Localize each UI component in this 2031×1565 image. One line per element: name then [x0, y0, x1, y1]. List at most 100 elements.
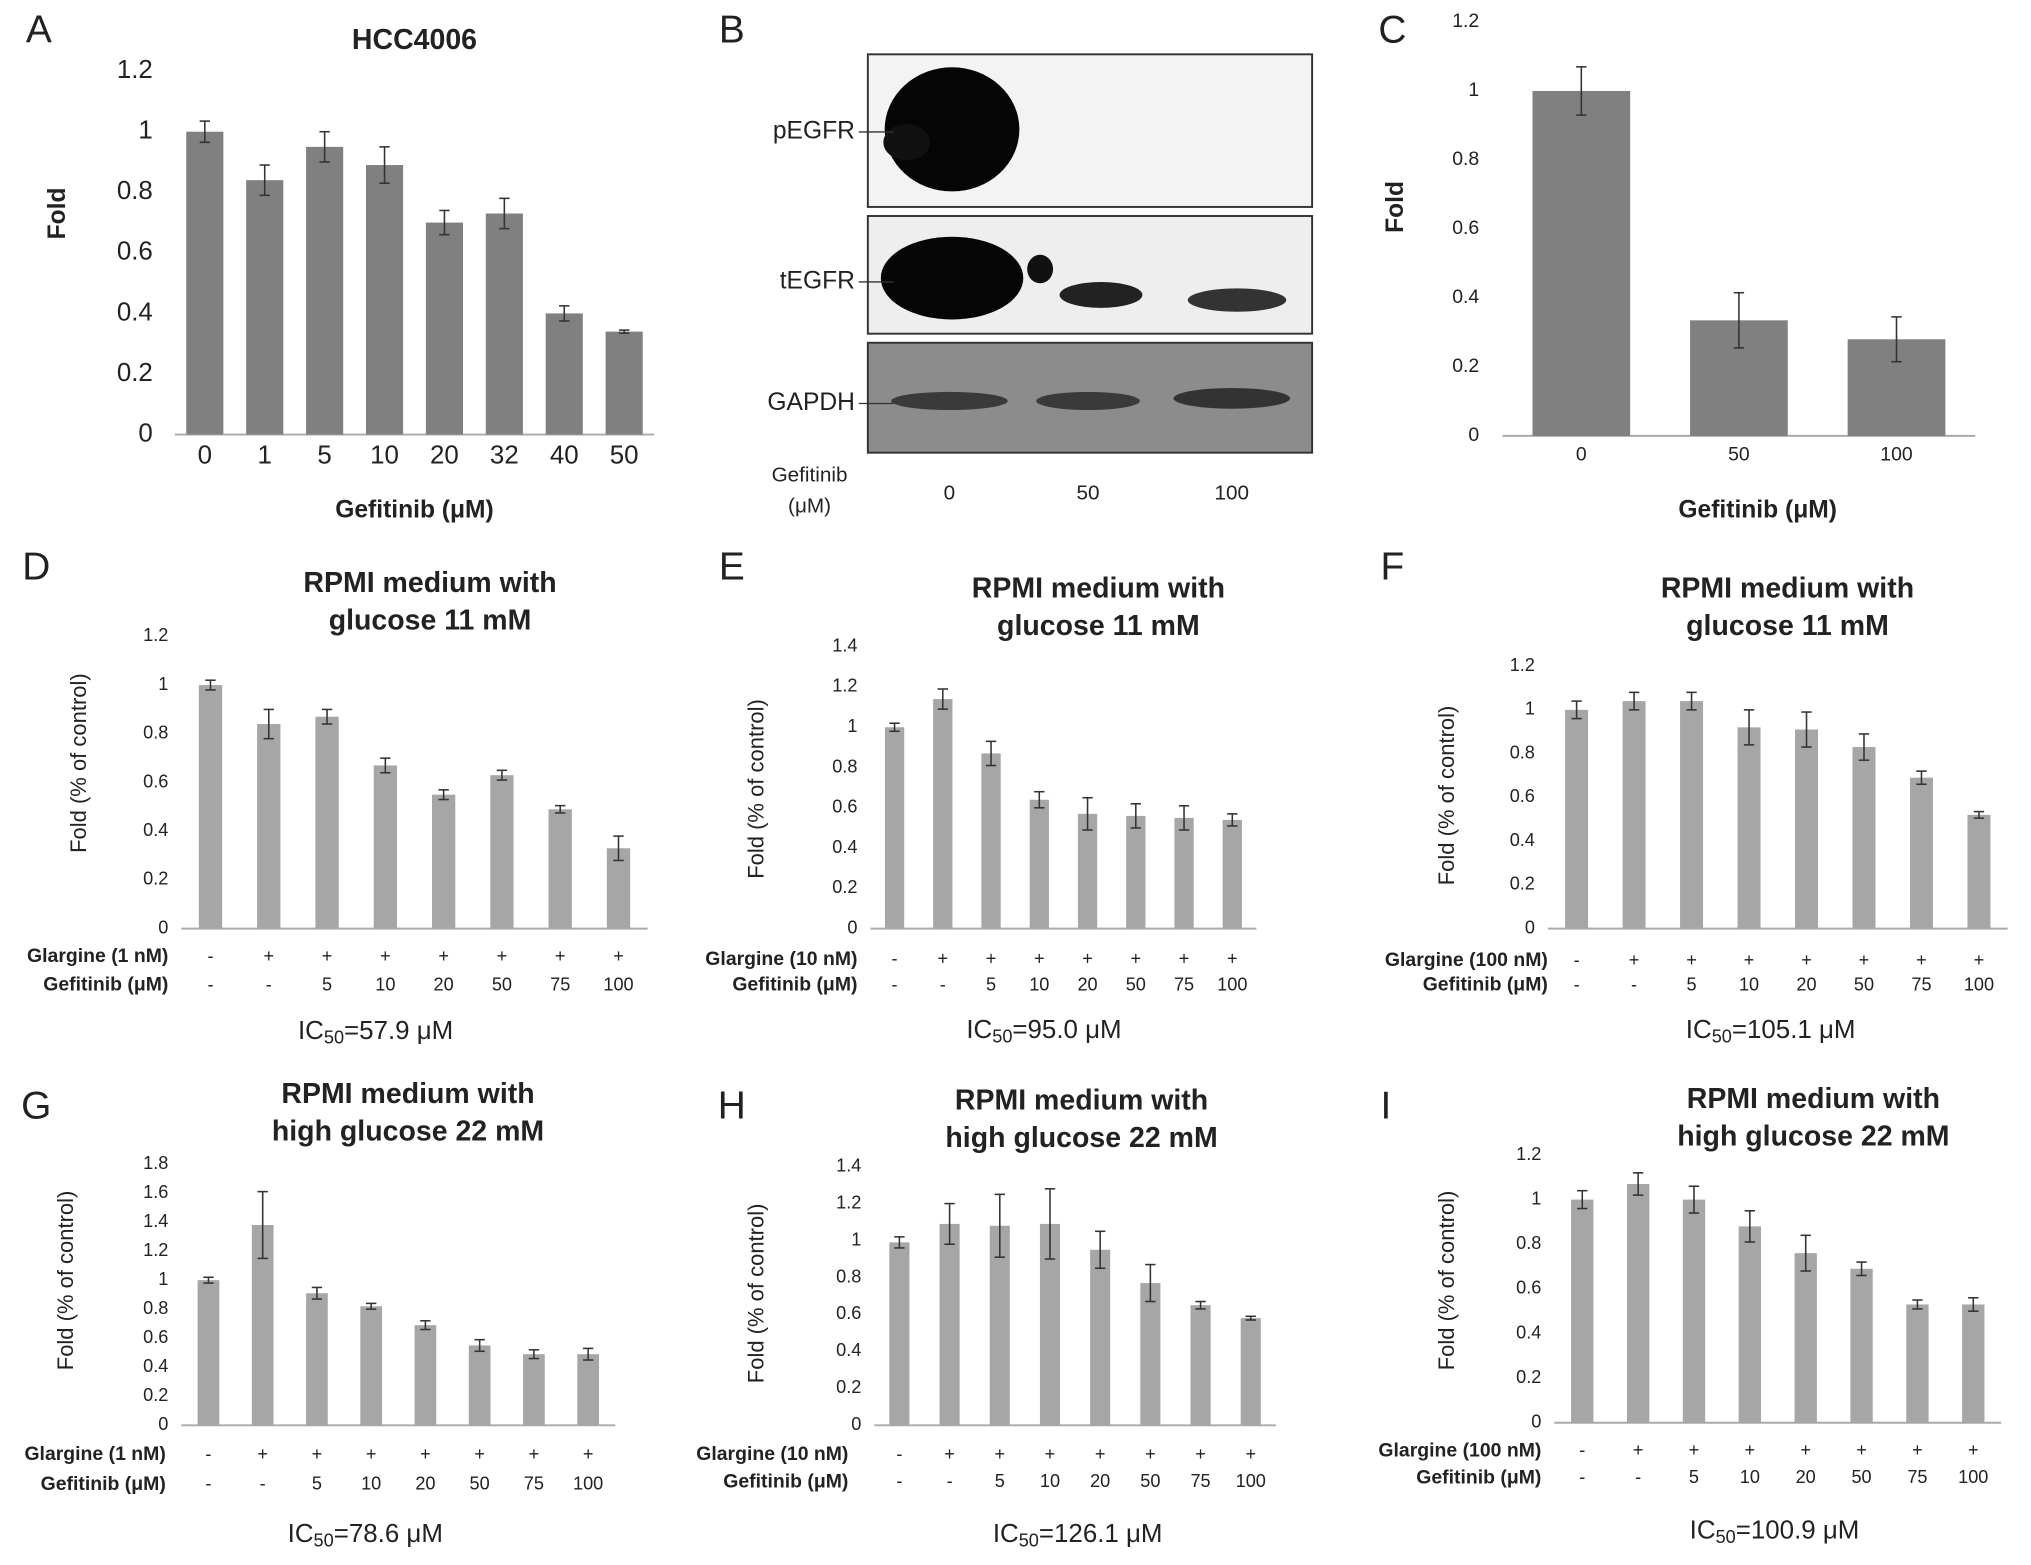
chart-title: RPMI medium with [303, 567, 556, 599]
x-tick-label: + [613, 946, 624, 966]
bar [884, 727, 905, 929]
error-bar [613, 835, 624, 862]
error-bar [1145, 1263, 1156, 1303]
x-tick-label: 10 [1739, 974, 1759, 994]
y-tick-label: 1 [1525, 699, 1535, 719]
x-tick-label: 100 [603, 974, 633, 994]
ic50-text: =95.0 μM [1012, 1016, 1121, 1044]
x-tick-label: + [555, 946, 566, 966]
error-bar [1733, 291, 1745, 349]
ic50-text: =126.1 μM [1039, 1520, 1163, 1548]
blot-row-label: tEGFR [780, 267, 855, 294]
y-tick-label: 0 [158, 917, 168, 937]
bar [1737, 727, 1761, 929]
bar [365, 165, 404, 435]
bar [197, 1280, 220, 1426]
y-tick-label: 0.6 [1452, 217, 1479, 239]
x-tick-label: + [938, 948, 949, 968]
x-tick-label: + [1245, 1444, 1256, 1464]
row-name: Gefitinib (μM) [1416, 1466, 1541, 1488]
error-bar [1034, 790, 1045, 809]
y-tick-label: 0.6 [117, 238, 153, 266]
x-tick-label: 20 [1796, 1467, 1816, 1487]
error-bar [1858, 733, 1870, 761]
panel-letter: I [1381, 1085, 1392, 1128]
error-bar [1686, 691, 1697, 711]
error-bar [263, 708, 274, 740]
x-tick-label: - [1574, 950, 1580, 970]
x-tick-label: - [896, 1444, 902, 1464]
chart-title: RPMI medium with [281, 1078, 534, 1110]
y-tick-label: 1 [138, 117, 152, 145]
ic50-sub: 50 [1019, 1531, 1039, 1551]
x-tick-label: + [944, 1444, 955, 1464]
x-tick-label: 10 [361, 1474, 381, 1494]
y-tick-label: 1 [1531, 1188, 1541, 1208]
y-axis-title: Fold (% of control) [1434, 706, 1459, 886]
x-tick-label: 0 [198, 441, 212, 469]
x-tick-label: + [1745, 1440, 1756, 1460]
row-name: Glargine (100 nM) [1378, 1439, 1541, 1461]
x-tick-label: 32 [490, 441, 519, 469]
y-axis-title: Fold (% of control) [66, 673, 91, 853]
y-tick-label: 1 [847, 716, 857, 736]
bar [606, 848, 631, 929]
bar [306, 1293, 328, 1426]
x-tick-label: 100 [1880, 443, 1913, 465]
y-axis-title: Fold (% of control) [744, 699, 769, 879]
error-bar [438, 789, 449, 801]
row-name: Glargine (10 nM) [696, 1443, 848, 1465]
x-tick-label: 100 [1236, 1471, 1266, 1491]
x-tick-label: + [263, 946, 274, 966]
row-name: Gefitinib (μM) [1423, 974, 1548, 996]
ic50: IC50=78.6 μM [288, 1520, 443, 1550]
bar [523, 1354, 545, 1426]
lane-label: 50 [1077, 482, 1100, 505]
y-tick-label: 0.2 [117, 359, 153, 387]
ic50-sub: 50 [314, 1531, 334, 1551]
bar [1090, 1249, 1111, 1426]
y-tick-label: 1.2 [143, 1240, 168, 1260]
y-tick-label: 0.8 [143, 723, 168, 743]
chart-title: high glucose 22 mM [272, 1116, 544, 1148]
ic50: IC50=126.1 μM [993, 1520, 1163, 1550]
y-tick-label: 0.8 [1516, 1233, 1541, 1253]
bar [1077, 813, 1098, 929]
bar [414, 1325, 437, 1426]
error-bar [618, 329, 630, 334]
row-name: Glargine (1 nM) [24, 1443, 165, 1465]
error-bar [496, 769, 508, 781]
error-bar [1130, 803, 1141, 829]
y-tick-label: 1 [851, 1229, 861, 1249]
bar [1622, 701, 1646, 929]
error-bar [1891, 316, 1902, 363]
y-tick-label: 1 [158, 1269, 168, 1289]
x-tick-label: + [366, 1444, 377, 1464]
ic50-text: =57.9 μM [344, 1017, 453, 1045]
x-tick-label: + [1195, 1444, 1206, 1464]
x-tick-label: 75 [524, 1474, 544, 1494]
bar [1852, 747, 1876, 929]
x-tick-label: - [892, 948, 898, 968]
x-tick-label: 20 [1796, 974, 1816, 994]
ic50-text: =100.9 μM [1736, 1516, 1860, 1544]
y-tick-label: 1.4 [143, 1211, 168, 1231]
error-bar [203, 1276, 214, 1284]
x-tick-label: 100 [1964, 974, 1994, 994]
y-tick-label: 0.6 [832, 797, 857, 817]
bar [933, 699, 953, 929]
x-axis-title: Gefitinib (μM) [335, 496, 494, 523]
x-tick-label: + [1744, 950, 1755, 970]
y-axis-title: Fold [44, 187, 71, 239]
error-bar [1688, 1185, 1700, 1214]
y-tick-label: 0.8 [117, 177, 153, 205]
y-tick-label: 0 [1531, 1412, 1541, 1432]
x-tick-label: - [947, 1471, 953, 1491]
error-bar [1743, 709, 1755, 746]
x-tick-label: 10 [375, 974, 395, 994]
y-tick-label: 0.6 [1510, 786, 1535, 806]
error-bar [257, 1190, 268, 1260]
x-tick-label: + [529, 1444, 540, 1464]
x-tick-label: 5 [312, 1474, 322, 1494]
